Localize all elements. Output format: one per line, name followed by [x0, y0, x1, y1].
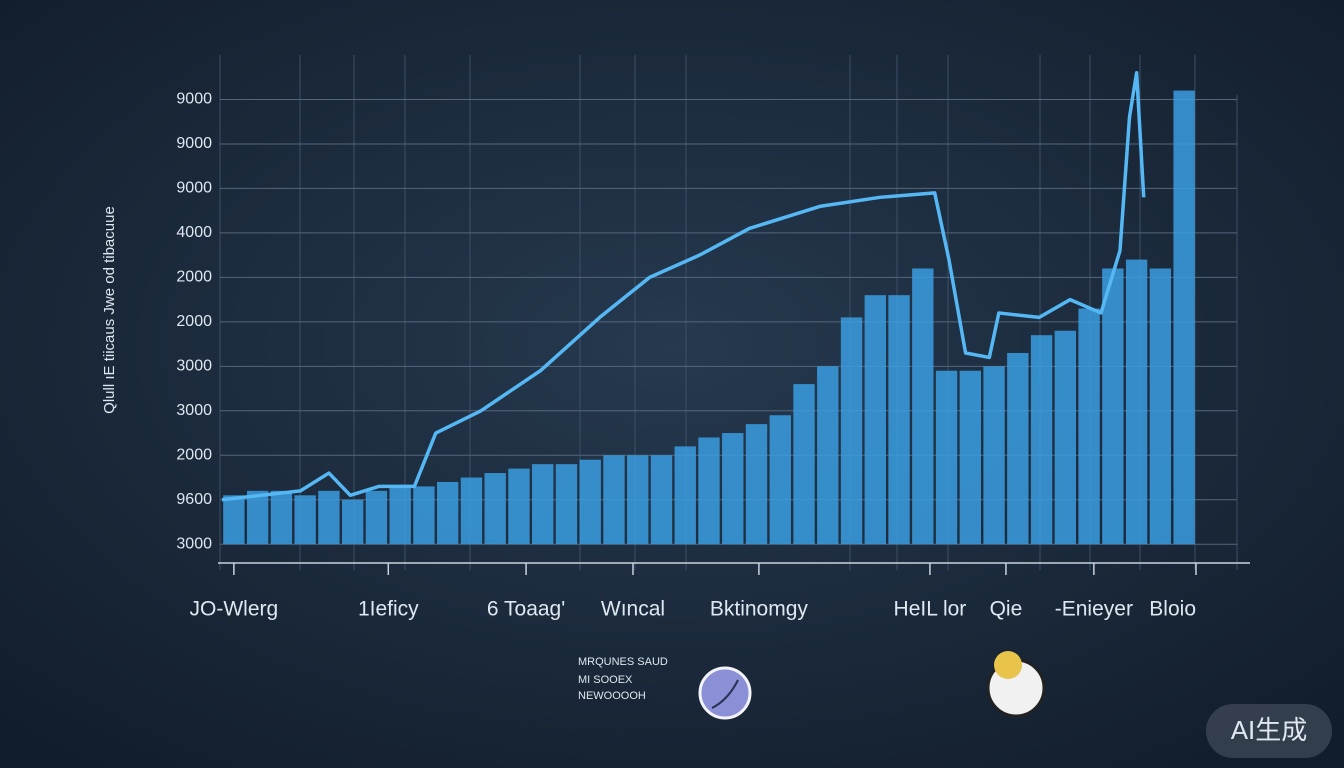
annotation: MRQUNES SAUD	[578, 656, 668, 668]
bar	[532, 464, 554, 545]
plot: 3000 9600 2000 3000 3000 2000 2000 4000 9000 9000…	[176, 71, 1237, 621]
y-tick-label: 2000	[176, 313, 212, 330]
y-tick-label: 2000	[176, 446, 212, 463]
y-tick-label: 9000	[176, 135, 212, 152]
bar	[698, 437, 720, 545]
bar	[413, 486, 435, 545]
icon-detail	[994, 651, 1022, 679]
y-tick-label: 9000	[176, 180, 212, 197]
x-tick-label: HeIL lor	[894, 598, 967, 621]
bar	[1007, 352, 1029, 545]
annotation: MI SOOEX	[578, 674, 633, 686]
bar	[318, 490, 340, 545]
x-tick-label: Wıncal	[601, 598, 665, 621]
bar	[341, 499, 364, 545]
bar	[508, 468, 530, 545]
x-tick-label: Qie	[990, 598, 1023, 621]
bar	[246, 490, 269, 545]
bar	[484, 473, 506, 545]
bar	[294, 495, 316, 545]
icon	[698, 666, 752, 720]
badge-text: AI生成	[1231, 715, 1308, 745]
bar	[912, 268, 934, 545]
bar	[769, 415, 791, 545]
bar	[460, 477, 483, 545]
bar	[888, 295, 910, 545]
bar	[270, 490, 293, 545]
y-tick-label: 9000	[176, 91, 212, 108]
bar	[817, 366, 839, 545]
bar	[959, 370, 982, 545]
x-tick-label: 6 Toaag'	[487, 598, 565, 621]
bar	[627, 455, 649, 545]
bar	[1030, 335, 1053, 545]
bar	[793, 384, 815, 545]
y-axis-label: Qlull ıE tiicaus Jwe od tibacuue	[101, 206, 118, 414]
bar	[840, 317, 863, 545]
bar	[1125, 259, 1148, 545]
y-tick-label: 9600	[176, 491, 212, 508]
y-tick-label: 3000	[176, 535, 212, 552]
x-tick-label: Bktinomgy	[710, 598, 809, 621]
bar	[579, 459, 601, 545]
y-tick-label: 4000	[176, 224, 212, 241]
icon-detail	[711, 679, 739, 709]
bar	[1078, 308, 1100, 545]
annotation: NEWOOOOH	[578, 690, 646, 702]
bar	[555, 464, 578, 545]
badge	[1206, 704, 1332, 758]
bar	[983, 366, 1005, 545]
line	[221, 71, 1146, 502]
x-tick-label: 1Ieficy	[358, 598, 419, 621]
bar	[389, 486, 411, 545]
bar	[1173, 90, 1195, 545]
bar	[365, 490, 388, 545]
y-tick-label: 3000	[176, 358, 212, 375]
bar	[1054, 330, 1077, 545]
bar	[603, 455, 625, 545]
bar	[223, 495, 245, 545]
x-tick-label: -Enieyer	[1055, 598, 1133, 621]
annotation-block: MRQUNES SAUD MI SOOEX NEWOOOOH	[578, 656, 668, 702]
x-tick-label: Bloio	[1149, 598, 1196, 621]
y-tick-label: 2000	[176, 269, 212, 286]
bar	[864, 295, 886, 545]
x-tick-label: JO-Wlerg	[190, 598, 279, 621]
bar	[1102, 268, 1124, 545]
bar	[436, 481, 459, 545]
y-tick-label: 3000	[176, 402, 212, 419]
bar	[935, 370, 958, 545]
bar	[650, 455, 673, 545]
bar	[1149, 268, 1172, 545]
bar	[745, 424, 768, 545]
bar	[674, 446, 696, 545]
bar	[722, 433, 744, 545]
